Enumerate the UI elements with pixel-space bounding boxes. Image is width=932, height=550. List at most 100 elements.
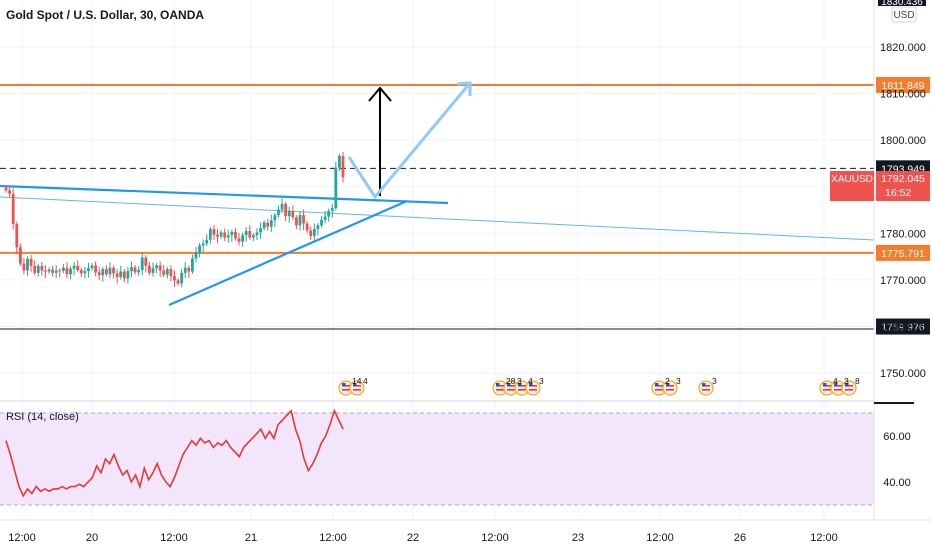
price-axis[interactable]: 1820.0001810.0001800.0001790.0001780.000… — [880, 42, 926, 380]
currency-button[interactable] — [891, 6, 917, 23]
flag-canton — [655, 383, 659, 387]
flag-stripe — [655, 385, 663, 387]
flag-stripe — [507, 389, 515, 391]
symbol-tag — [830, 171, 874, 201]
candle-body — [72, 265, 76, 269]
candle-body — [183, 267, 187, 273]
projection-arrows[interactable] — [347, 81, 472, 200]
candle-body — [140, 257, 144, 271]
candle-body — [187, 267, 191, 272]
candle-body — [176, 280, 180, 284]
candle-body — [201, 243, 205, 246]
candle-body — [330, 208, 334, 211]
price-tick-label: 1820.000 — [880, 42, 926, 54]
time-axis[interactable]: 12:00 20 12:00 21 12:00 22 12:00 23 12:00 26 12:00 — [8, 532, 838, 544]
flag-icon — [698, 380, 714, 396]
flag-stripe — [507, 385, 515, 387]
symbol-tag-label: XAUUSD — [831, 174, 873, 185]
level-price-tag — [876, 244, 930, 261]
price-tick-label: 1810.000 — [880, 89, 926, 101]
candle-body — [133, 267, 137, 273]
flag-stripe — [342, 389, 350, 391]
candle-body — [287, 210, 291, 217]
candle-body — [90, 265, 94, 269]
candle-body — [173, 276, 176, 281]
candle-body — [137, 270, 141, 273]
projection-arrow-head[interactable] — [456, 81, 472, 96]
price-tick-label: 1770.000 — [880, 275, 926, 287]
candle-body — [341, 155, 345, 178]
candle-body — [94, 265, 98, 273]
candle-body — [26, 258, 29, 271]
event-badge[interactable]: 14 4 — [338, 376, 368, 396]
candle-body — [280, 203, 284, 210]
flag-stripe — [353, 385, 361, 387]
flag-canton — [353, 383, 357, 387]
candle-body — [194, 252, 198, 259]
candle-body — [47, 269, 51, 272]
candle-body — [205, 239, 209, 244]
candle-body — [162, 270, 166, 275]
ascending-support-line[interactable] — [168, 199, 408, 307]
candle-body — [130, 267, 133, 272]
currency-label: USD — [893, 10, 914, 21]
candle-body — [180, 272, 184, 284]
candle-body — [51, 269, 55, 273]
flag-canton — [507, 383, 511, 387]
candle-body — [226, 235, 230, 238]
time-tick-label: 21 — [245, 532, 257, 544]
descending-resistance-line[interactable] — [0, 184, 449, 205]
time-tick-label: 26 — [734, 532, 746, 544]
candle-body — [115, 273, 119, 278]
candle-body — [126, 271, 130, 279]
target-arrow-head[interactable] — [368, 86, 392, 102]
event-badges[interactable]: 14 4 28 3 4 3 2 3 3 4 3 8 — [338, 376, 860, 396]
candle-body — [251, 235, 255, 238]
projection-path[interactable] — [347, 82, 472, 200]
rsi-label: RSI (14, close) — [6, 411, 79, 423]
candle-body — [259, 228, 262, 233]
candle-body — [320, 219, 323, 226]
flag-canton — [823, 383, 827, 387]
time-tick-label: 12:00 — [810, 532, 838, 544]
candle-body — [58, 270, 62, 272]
time-tick-label: 12:00 — [646, 532, 674, 544]
candle-body — [8, 190, 11, 194]
flag-stripe — [666, 385, 674, 387]
candle-body — [65, 267, 69, 275]
trendlines[interactable] — [0, 184, 875, 307]
price-tick-label: 1750.000 — [880, 368, 926, 380]
flag-stripe — [353, 389, 361, 391]
candle-body — [36, 265, 40, 273]
candle-body — [234, 231, 237, 239]
time-tick-label: 22 — [407, 532, 419, 544]
candle-body — [309, 230, 313, 237]
candle-body — [269, 220, 273, 227]
time-tick-label: 12:00 — [319, 532, 347, 544]
rsi-line[interactable] — [5, 408, 344, 498]
candle-body — [266, 222, 270, 227]
thin-trendline[interactable] — [0, 196, 875, 241]
event-count: 3 — [539, 376, 544, 386]
event-count: 3 — [712, 376, 717, 386]
candle-body — [191, 258, 194, 272]
candle-body — [244, 230, 248, 236]
candle-body — [316, 225, 320, 230]
candle-body — [291, 210, 295, 218]
event-badge[interactable]: 3 — [698, 376, 717, 396]
flag-canton — [702, 383, 706, 387]
event-badge[interactable]: 28 3 4 3 — [492, 376, 544, 396]
event-count: 3 — [517, 376, 522, 386]
candle-body — [151, 268, 155, 273]
price-tick-label: 1800.000 — [880, 135, 926, 147]
candle-body — [165, 269, 169, 275]
flag-stripe — [845, 389, 853, 391]
flag-stripe — [529, 389, 537, 391]
flag-stripe — [834, 389, 842, 391]
candle-body — [76, 265, 80, 271]
